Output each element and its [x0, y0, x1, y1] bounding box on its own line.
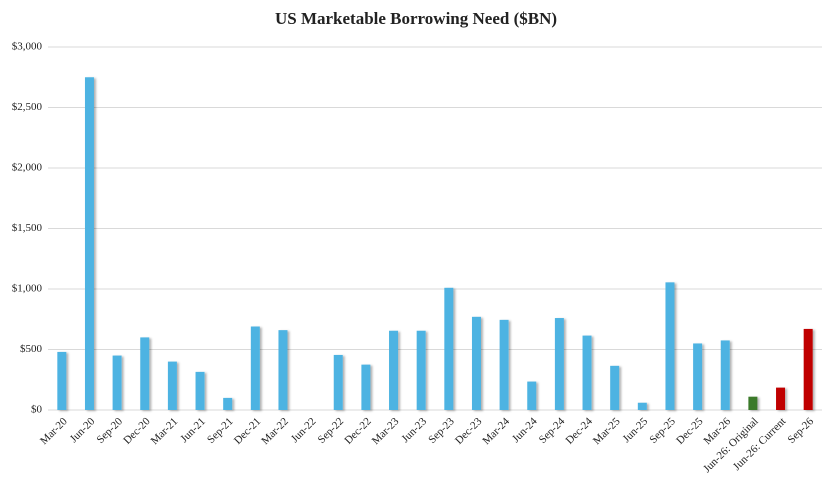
x-tick-label: Mar-23 [370, 415, 402, 447]
x-tick-label: Mar-22 [259, 415, 291, 447]
bar [361, 364, 371, 410]
x-tick-label: Mar-20 [38, 415, 70, 447]
bar [223, 397, 233, 410]
x-tick-label: Dec-20 [121, 415, 153, 447]
x-tick-label: Sep-26 [786, 415, 817, 446]
bar [610, 365, 620, 410]
bar [665, 282, 675, 410]
x-tick-label: Jun-22 [289, 415, 319, 445]
y-tick-label: $1,000 [12, 283, 43, 295]
bar [278, 330, 288, 410]
x-tick-label: Dec-23 [453, 415, 485, 447]
bar [471, 316, 481, 410]
bar [582, 335, 592, 410]
bar [112, 355, 122, 410]
bar [250, 326, 260, 410]
y-tick-label: $2,500 [12, 101, 43, 113]
bar [167, 361, 177, 410]
bar [776, 387, 786, 410]
x-tick-label: Dec-25 [674, 415, 706, 447]
x-tick-label: Dec-22 [342, 415, 373, 446]
x-tick-label: Jun-24 [510, 415, 540, 445]
x-tick-label: Mar-25 [591, 415, 623, 447]
x-tick-label: Sep-25 [647, 415, 678, 446]
bar [333, 354, 343, 410]
y-tick-label: $1,500 [12, 222, 43, 234]
x-tick-label: Sep-20 [94, 415, 125, 446]
y-tick-label: $3,000 [12, 41, 43, 53]
x-tick-label: Dec-24 [564, 415, 596, 447]
x-tick-label: Dec-21 [232, 415, 263, 446]
x-tick-label: Sep-24 [537, 415, 568, 446]
y-tick-label: $2,000 [12, 162, 43, 174]
x-tick-label: Jun-23 [399, 415, 429, 445]
y-tick-label: $0 [31, 404, 43, 416]
x-tick-label: Mar-21 [149, 415, 181, 447]
bar [527, 381, 537, 410]
x-tick-label: Jun-21 [178, 415, 208, 445]
x-tick-label: Sep-22 [316, 415, 347, 446]
bar [720, 340, 730, 410]
x-tick-label: Jun-20 [68, 415, 98, 445]
bar [803, 328, 813, 410]
bar [554, 318, 564, 410]
x-tick-label: Mar-24 [480, 415, 512, 447]
x-tick-label: Sep-23 [426, 415, 457, 446]
bar [748, 396, 758, 410]
bar [499, 319, 509, 410]
bar [389, 330, 399, 410]
bar [444, 287, 454, 410]
bar [195, 371, 205, 410]
chart-title: US Marketable Borrowing Need ($BN) [275, 9, 557, 28]
y-tick-label: $500 [20, 343, 43, 355]
x-tick-label: Sep-21 [205, 415, 236, 446]
bar [57, 351, 67, 410]
bar [637, 402, 647, 410]
x-tick-label: Jun-25 [621, 415, 651, 445]
bar [84, 77, 94, 410]
bar [416, 330, 426, 410]
bar [693, 343, 703, 410]
bar [140, 337, 150, 410]
